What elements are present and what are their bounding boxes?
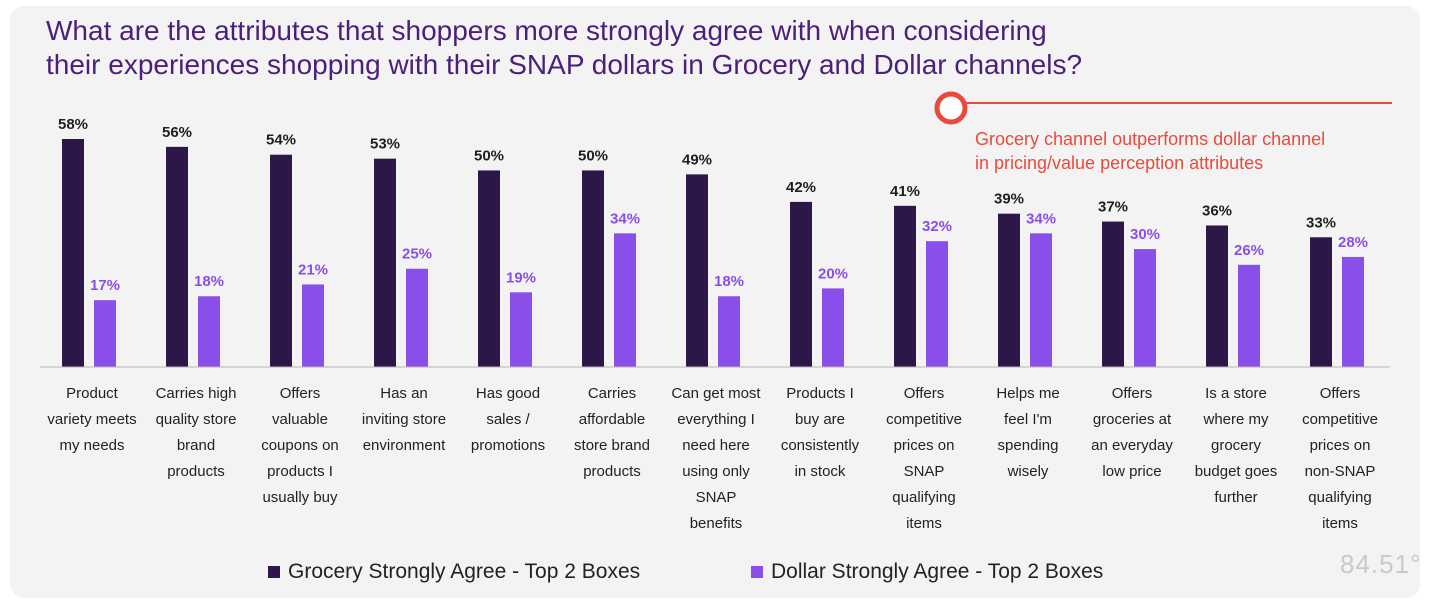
legend-item-dollar: Dollar Strongly Agree - Top 2 Boxes [751,560,1103,584]
bar-grocery-12 [1206,225,1228,367]
value-label-dollar-2: 18% [194,273,224,290]
bar-dollar-4 [406,268,428,367]
value-label-dollar-1: 17% [90,277,120,294]
category-label-9: Offers competitive prices on SNAP qualifying… [886,385,962,532]
bar-grocery-10 [998,213,1020,367]
category-label-4: Has an inviting store environment [362,385,446,454]
bar-dollar-2 [198,296,220,367]
legend-swatch-grocery [268,566,280,578]
value-label-dollar-13: 28% [1338,234,1368,251]
bars-group: 58% 17% 56% 18% 54% 21% 53% 25% 50% 19% 50% 34% 49% 1… [58,116,1368,367]
chart-card [10,6,1420,598]
bar-grocery-8 [790,201,812,367]
value-label-grocery-7: 49% [682,151,712,168]
callout-circle-icon [934,91,968,125]
bar-grocery-6 [582,170,604,367]
value-label-grocery-4: 53% [370,136,400,153]
category-label-10: Helps me feel I'm spending wisely [996,385,1059,480]
value-label-grocery-12: 36% [1202,202,1232,219]
value-label-dollar-9: 32% [922,218,952,235]
bar-grocery-1 [62,139,84,367]
callout-line-2: in pricing/value perception attributes [975,153,1264,173]
bar-grocery-2 [166,146,188,367]
value-label-grocery-10: 39% [994,191,1024,208]
value-label-grocery-3: 54% [266,132,296,149]
bar-grocery-9 [894,205,916,367]
value-label-dollar-12: 26% [1234,242,1264,259]
title-line-2: their experiences shopping with their SN… [46,49,1083,80]
bar-grocery-4 [374,158,396,367]
legend: Grocery Strongly Agree - Top 2 Boxes Dol… [0,560,1430,588]
value-label-grocery-9: 41% [890,183,920,200]
category-label-5: Has good sales / promotions [471,385,545,454]
value-label-grocery-8: 42% [786,179,816,196]
bar-dollar-11 [1134,249,1156,367]
bar-dollar-5 [510,292,532,367]
category-label-6: Carries affordable store brand products [574,385,650,480]
brand-logo: 84.51° [1340,549,1422,579]
value-label-grocery-1: 58% [58,116,88,133]
bar-grocery-5 [478,170,500,367]
category-labels-group: Product variety meets my needs Carries high… [47,385,1378,532]
value-label-dollar-10: 34% [1026,210,1056,227]
legend-item-grocery: Grocery Strongly Agree - Top 2 Boxes [268,560,640,584]
callout-line-1: Grocery channel outperforms dollar chann… [975,129,1326,149]
legend-label-dollar: Dollar Strongly Agree - Top 2 Boxes [771,560,1104,583]
callout-marker [934,91,1392,125]
bar-dollar-6 [614,233,636,367]
value-label-dollar-4: 25% [402,246,432,263]
category-label-11: Offers groceries at an everyday low price [1091,385,1173,480]
bar-dollar-8 [822,288,844,367]
chart-title: What are the attributes that shoppers mo… [46,14,1246,82]
bar-dollar-3 [302,284,324,367]
category-label-12: Is a store where my grocery budget goes furt… [1195,385,1278,506]
bar-grocery-11 [1102,221,1124,367]
bar-grocery-3 [270,154,292,367]
bar-dollar-13 [1342,256,1364,367]
value-label-dollar-6: 34% [610,210,640,227]
legend-label-grocery: Grocery Strongly Agree - Top 2 Boxes [288,560,641,583]
bar-dollar-7 [718,296,740,367]
value-label-grocery-13: 33% [1306,214,1336,231]
bar-dollar-12 [1238,264,1260,367]
bar-dollar-9 [926,241,948,367]
value-label-dollar-7: 18% [714,273,744,290]
legend-swatch-dollar [751,566,763,578]
bar-grocery-7 [686,174,708,367]
bar-grocery-13 [1310,237,1332,367]
category-label-1: Product variety meets my needs [47,385,136,454]
callout-text: Grocery channel outperforms dollar chann… [975,127,1405,175]
value-label-grocery-6: 50% [578,147,608,164]
value-label-dollar-8: 20% [818,265,848,282]
bar-dollar-1 [94,300,116,367]
value-label-dollar-11: 30% [1130,226,1160,243]
value-label-dollar-5: 19% [506,269,536,286]
category-label-2: Carries high quality store brand products [156,385,237,480]
value-label-dollar-3: 21% [298,261,328,278]
value-label-grocery-5: 50% [474,147,504,164]
value-label-grocery-11: 37% [1098,199,1128,216]
value-label-grocery-2: 56% [162,124,192,141]
bar-dollar-10 [1030,233,1052,367]
title-line-1: What are the attributes that shoppers mo… [46,15,1047,46]
category-label-13: Offers competitive prices on non-SNAP qualif… [1302,385,1378,532]
